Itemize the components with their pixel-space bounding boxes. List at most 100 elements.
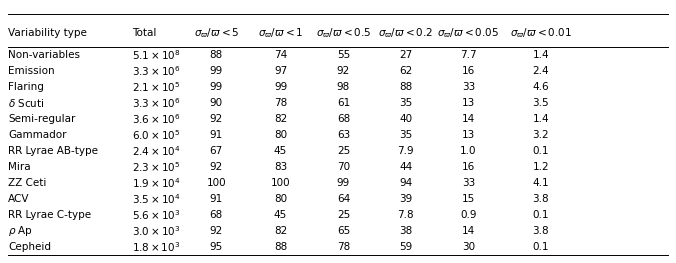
Text: 39: 39 (399, 194, 412, 204)
Text: 1.2: 1.2 (533, 162, 549, 172)
Text: 63: 63 (337, 130, 350, 140)
Text: 38: 38 (399, 226, 412, 236)
Text: 61: 61 (337, 98, 350, 108)
Text: 92: 92 (337, 66, 350, 76)
Text: 13: 13 (462, 98, 475, 108)
Text: 3.5: 3.5 (533, 98, 549, 108)
Text: 82: 82 (274, 226, 287, 236)
Text: $6.0 \times 10^{5}$: $6.0 \times 10^{5}$ (132, 128, 180, 142)
Text: 30: 30 (462, 242, 475, 252)
Text: RR Lyrae AB-type: RR Lyrae AB-type (8, 146, 98, 156)
Text: 15: 15 (462, 194, 475, 204)
Text: 16: 16 (462, 66, 475, 76)
Text: 16: 16 (462, 162, 475, 172)
Text: 92: 92 (210, 162, 223, 172)
Text: 33: 33 (462, 178, 475, 188)
Text: 68: 68 (337, 114, 350, 124)
Text: Emission: Emission (8, 66, 55, 76)
Text: $3.6 \times 10^{6}$: $3.6 \times 10^{6}$ (132, 112, 180, 126)
Text: 78: 78 (337, 242, 350, 252)
Text: $\delta$ Scuti: $\delta$ Scuti (8, 97, 45, 109)
Text: 98: 98 (337, 82, 350, 92)
Text: 67: 67 (210, 146, 223, 156)
Text: 0.1: 0.1 (533, 242, 549, 252)
Text: Variability type: Variability type (8, 28, 87, 38)
Text: 35: 35 (399, 130, 412, 140)
Text: 78: 78 (274, 98, 287, 108)
Text: 45: 45 (274, 146, 287, 156)
Text: Non-variables: Non-variables (8, 50, 80, 60)
Text: 45: 45 (274, 210, 287, 220)
Text: $3.3 \times 10^{6}$: $3.3 \times 10^{6}$ (132, 96, 180, 110)
Text: 25: 25 (337, 146, 350, 156)
Text: 64: 64 (337, 194, 350, 204)
Text: $2.1 \times 10^{5}$: $2.1 \times 10^{5}$ (132, 80, 180, 94)
Text: 97: 97 (274, 66, 287, 76)
Text: 4.1: 4.1 (533, 178, 549, 188)
Text: $\sigma_{\varpi}/\varpi < 5$: $\sigma_{\varpi}/\varpi < 5$ (193, 26, 239, 40)
Text: 74: 74 (274, 50, 287, 60)
Text: 68: 68 (210, 210, 223, 220)
Text: 14: 14 (462, 226, 475, 236)
Text: $3.5 \times 10^{4}$: $3.5 \times 10^{4}$ (132, 192, 180, 206)
Text: 0.1: 0.1 (533, 146, 549, 156)
Text: $\rho$ Ap: $\rho$ Ap (8, 224, 33, 238)
Text: 92: 92 (210, 114, 223, 124)
Text: RR Lyrae C-type: RR Lyrae C-type (8, 210, 91, 220)
Text: $3.3 \times 10^{6}$: $3.3 \times 10^{6}$ (132, 64, 180, 78)
Text: 95: 95 (210, 242, 223, 252)
Text: 99: 99 (210, 66, 223, 76)
Text: 1.0: 1.0 (460, 146, 477, 156)
Text: Cepheid: Cepheid (8, 242, 51, 252)
Text: 62: 62 (399, 66, 412, 76)
Text: 59: 59 (399, 242, 412, 252)
Text: 0.1: 0.1 (533, 210, 549, 220)
Text: Mira: Mira (8, 162, 30, 172)
Text: $1.9 \times 10^{4}$: $1.9 \times 10^{4}$ (132, 176, 180, 190)
Text: 40: 40 (399, 114, 412, 124)
Text: 14: 14 (462, 114, 475, 124)
Text: 27: 27 (399, 50, 412, 60)
Text: 91: 91 (210, 130, 223, 140)
Text: 7.7: 7.7 (460, 50, 477, 60)
Text: $\sigma_{\varpi}/\varpi < 1$: $\sigma_{\varpi}/\varpi < 1$ (258, 26, 304, 40)
Text: $2.4 \times 10^{4}$: $2.4 \times 10^{4}$ (132, 144, 180, 158)
Text: 92: 92 (210, 226, 223, 236)
Text: $\sigma_{\varpi}/\varpi < 0.5$: $\sigma_{\varpi}/\varpi < 0.5$ (316, 26, 371, 40)
Text: ZZ Ceti: ZZ Ceti (8, 178, 47, 188)
Text: 44: 44 (399, 162, 412, 172)
Text: 70: 70 (337, 162, 350, 172)
Text: 7.8: 7.8 (397, 210, 414, 220)
Text: 90: 90 (210, 98, 223, 108)
Text: 99: 99 (337, 178, 350, 188)
Text: 94: 94 (399, 178, 412, 188)
Text: $\sigma_{\varpi}/\varpi < 0.2$: $\sigma_{\varpi}/\varpi < 0.2$ (379, 26, 433, 40)
Text: Flaring: Flaring (8, 82, 44, 92)
Text: 3.8: 3.8 (533, 194, 549, 204)
Text: 1.4: 1.4 (533, 114, 549, 124)
Text: Semi-regular: Semi-regular (8, 114, 76, 124)
Text: Total: Total (132, 28, 156, 38)
Text: 80: 80 (274, 130, 287, 140)
Text: 83: 83 (274, 162, 287, 172)
Text: 91: 91 (210, 194, 223, 204)
Text: 13: 13 (462, 130, 475, 140)
Text: 100: 100 (206, 178, 226, 188)
Text: 7.9: 7.9 (397, 146, 414, 156)
Text: $\sigma_{\varpi}/\varpi < 0.05$: $\sigma_{\varpi}/\varpi < 0.05$ (437, 26, 500, 40)
Text: $1.8 \times 10^{3}$: $1.8 \times 10^{3}$ (132, 240, 180, 254)
Text: $2.3 \times 10^{5}$: $2.3 \times 10^{5}$ (132, 160, 180, 174)
Text: $5.1 \times 10^{8}$: $5.1 \times 10^{8}$ (132, 48, 180, 62)
Text: 82: 82 (274, 114, 287, 124)
Text: 3.8: 3.8 (533, 226, 549, 236)
Text: 99: 99 (210, 82, 223, 92)
Text: 88: 88 (399, 82, 412, 92)
Text: 25: 25 (337, 210, 350, 220)
Text: $3.0 \times 10^{3}$: $3.0 \times 10^{3}$ (132, 224, 180, 238)
Text: $5.6 \times 10^{3}$: $5.6 \times 10^{3}$ (132, 208, 180, 222)
Text: 65: 65 (337, 226, 350, 236)
Text: 33: 33 (462, 82, 475, 92)
Text: 0.9: 0.9 (460, 210, 477, 220)
Text: 4.6: 4.6 (533, 82, 549, 92)
Text: 1.4: 1.4 (533, 50, 549, 60)
